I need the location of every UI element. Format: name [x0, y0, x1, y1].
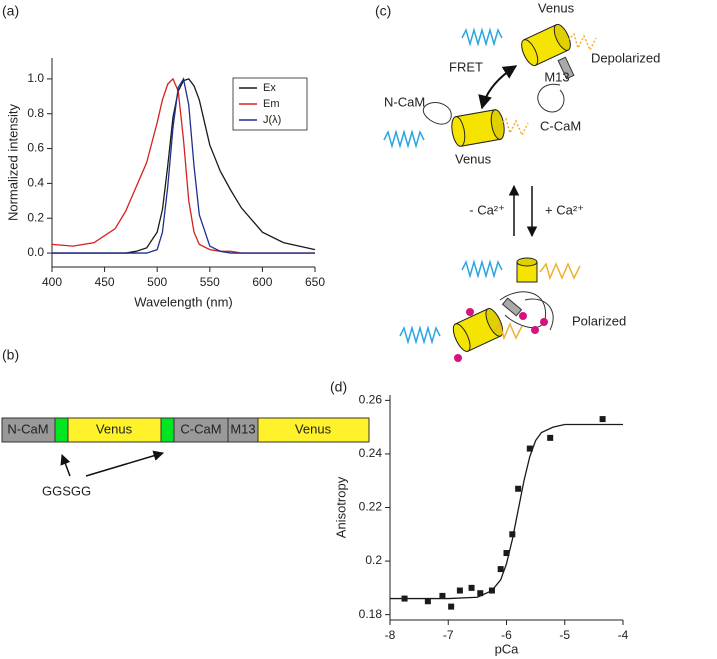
ca-ion	[531, 326, 539, 334]
y-axis-title: Anisotropy	[333, 476, 348, 538]
diagram-label: Polarized	[572, 313, 626, 328]
venus	[516, 257, 538, 283]
ca-ion	[466, 308, 474, 316]
y-tick-label: 0.6	[27, 141, 44, 155]
segment	[173, 417, 229, 443]
point	[477, 590, 484, 597]
panel-label: (a)	[2, 3, 19, 19]
y-tick-label: 0.18	[359, 607, 383, 621]
linker	[54, 417, 69, 443]
series-line	[390, 423, 623, 600]
diagram-label: - Ca²⁺	[469, 202, 505, 217]
x-tick-label: -7	[443, 628, 454, 642]
y-tick-label: 0.26	[359, 393, 383, 407]
point	[526, 445, 533, 452]
x-tick-label: -8	[385, 628, 396, 642]
c-cam-shape	[537, 83, 565, 113]
linker	[160, 417, 175, 443]
x-tick-label: 650	[305, 275, 325, 289]
x-tick-label: 550	[200, 275, 220, 289]
emission-wave	[539, 262, 581, 281]
y-tick-label: 1.0	[27, 71, 44, 85]
diagram-label: + Ca²⁺	[545, 202, 584, 217]
x-axis-title: Wavelength (nm)	[134, 294, 233, 309]
point	[456, 587, 463, 594]
x-axis-title: pCa	[495, 641, 520, 656]
point	[509, 531, 516, 538]
venus	[451, 109, 505, 147]
y-tick-label: 0.2	[27, 210, 44, 224]
panel-label: (d)	[330, 379, 347, 395]
venus	[521, 23, 571, 67]
y-tick-label: 0.22	[359, 500, 383, 514]
arrow	[60, 454, 71, 477]
diagram-label: Venus	[538, 0, 575, 15]
excitation-wave	[399, 325, 441, 345]
cam-shape	[524, 298, 554, 331]
segment-label: Venus	[96, 421, 133, 436]
excitation-wave	[461, 259, 503, 279]
point	[468, 584, 475, 591]
x-tick-label: 600	[252, 275, 272, 289]
x-tick-label: -6	[501, 628, 512, 642]
segment	[257, 417, 370, 443]
legend-label: Ex	[263, 82, 276, 94]
linker-label: GGSGG	[42, 483, 91, 498]
cam-shape	[499, 291, 546, 329]
legend-label: Em	[263, 98, 280, 110]
segment	[67, 417, 162, 443]
emission-wave	[567, 32, 597, 52]
construct: N-CaM Venus C-CaM M13 Venus GGSGG	[1, 417, 370, 498]
venus	[452, 308, 504, 352]
y-tick-label: 0.8	[27, 106, 44, 120]
ca-ion	[540, 318, 548, 326]
point	[547, 434, 554, 441]
emission-wave	[499, 117, 529, 137]
diagram-label: Depolarized	[591, 50, 660, 65]
diagram-label: Venus	[455, 151, 492, 166]
y-tick-label: 0.4	[27, 176, 44, 190]
point	[424, 598, 431, 605]
point	[599, 416, 606, 423]
diagram-label: N-CaM	[384, 94, 425, 109]
segment-label: N-CaM	[7, 421, 48, 436]
x-tick-label: -5	[559, 628, 570, 642]
diagram: Venus FRET M13 Depolarized N-CaM C-CaM V…	[383, 0, 660, 362]
segment-label: M13	[230, 421, 255, 436]
excitation-wave	[461, 27, 503, 47]
arrow	[85, 450, 165, 477]
x-tick-label: 450	[95, 275, 115, 289]
segment	[1, 417, 56, 443]
y-tick-label: 0.2	[365, 553, 382, 567]
point	[515, 485, 522, 492]
series-line	[52, 77, 315, 254]
point	[448, 603, 455, 610]
m13	[557, 56, 575, 80]
diagram-label: C-CaM	[540, 118, 581, 133]
legend-label: J(λ)	[263, 114, 281, 126]
point	[503, 550, 510, 557]
x-tick-label: 400	[42, 275, 62, 289]
diagram-label: FRET	[449, 59, 483, 74]
x-tick-label: -4	[618, 628, 629, 642]
x-tick-label: 500	[147, 275, 167, 289]
segment-label: Venus	[295, 421, 332, 436]
emission-wave	[493, 322, 523, 341]
fret-arrow	[478, 65, 518, 110]
ca-ion	[519, 312, 527, 320]
y-tick-label: 0.24	[359, 446, 383, 460]
segment-label: C-CaM	[180, 421, 221, 436]
ca-ion	[454, 354, 462, 362]
point	[439, 592, 446, 599]
panel-label: (b)	[2, 347, 19, 363]
panel-label: (c)	[375, 3, 391, 19]
diagram-label: M13	[544, 69, 569, 84]
excitation-wave	[383, 129, 425, 149]
m13	[501, 297, 523, 317]
point	[497, 566, 504, 573]
n-cam-shape	[422, 102, 452, 125]
y-axis-title: Normalized intensity	[5, 103, 20, 221]
y-tick-label: 0.0	[27, 245, 44, 259]
